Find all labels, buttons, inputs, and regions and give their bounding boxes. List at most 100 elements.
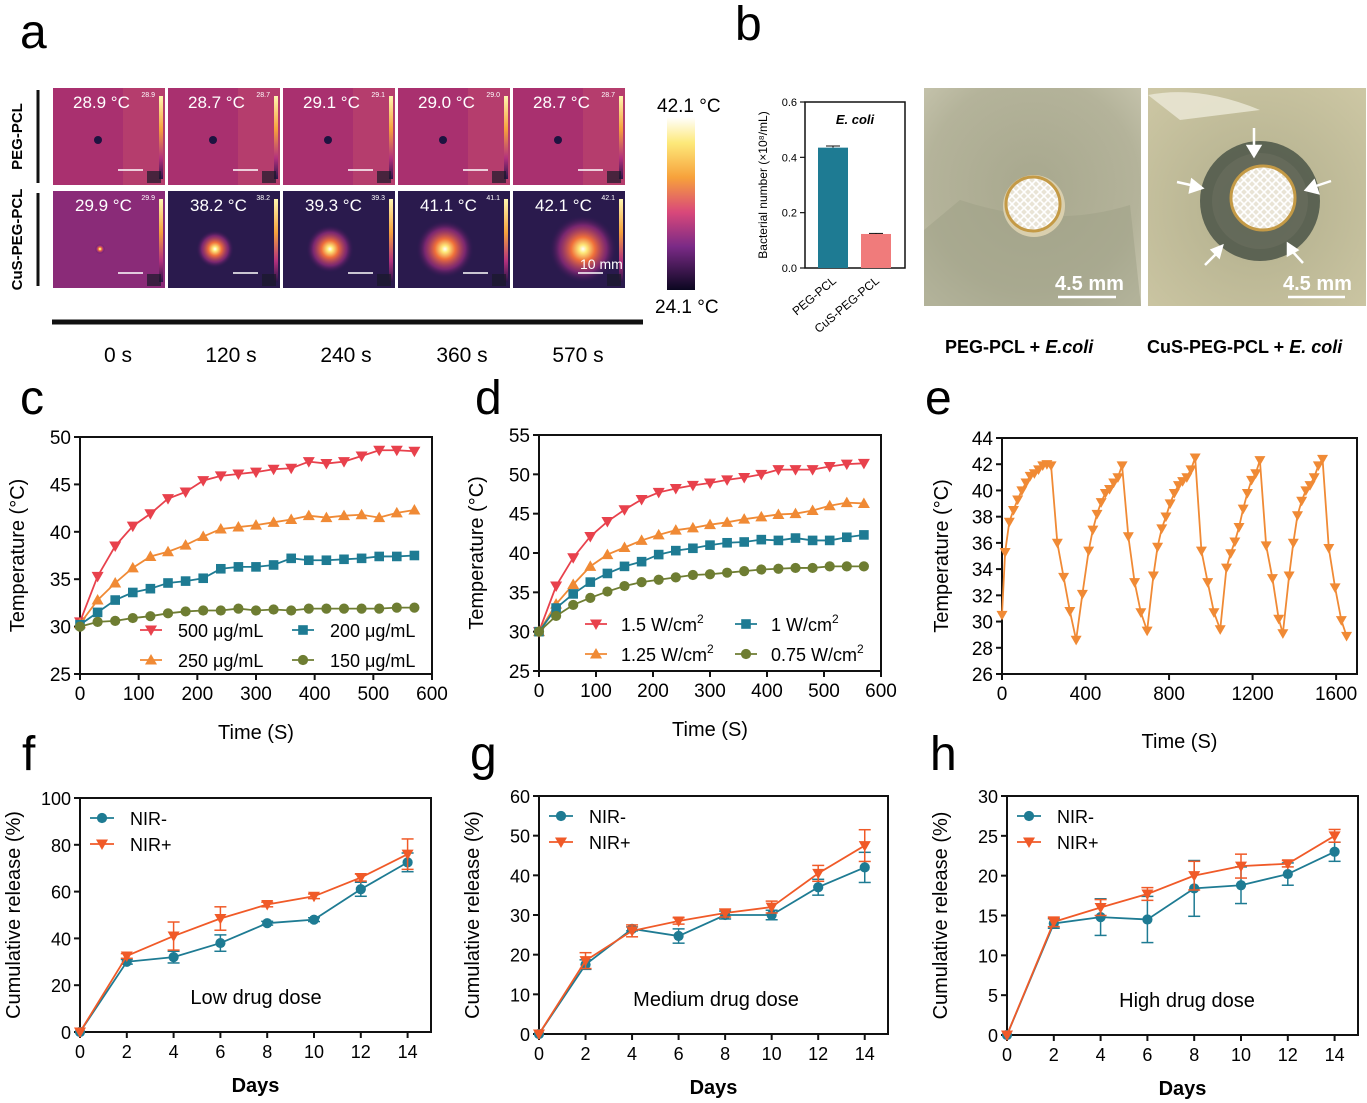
y-tick-label: 36	[972, 534, 993, 555]
time-label: 120 s	[205, 344, 256, 367]
y-tick-label: 0	[988, 1026, 998, 1046]
mini-colorbar	[159, 96, 163, 179]
data-point	[373, 511, 386, 523]
y-tick-label: 40	[509, 544, 530, 565]
data-point	[308, 914, 320, 925]
data-point	[601, 548, 614, 560]
data-point	[841, 561, 852, 572]
data-point	[145, 611, 156, 622]
data-point	[652, 528, 665, 540]
x-tick-label: 0	[1002, 1045, 1012, 1065]
data-point	[1129, 578, 1141, 588]
y-tick-label: 28	[972, 639, 993, 660]
panel-letter-f: f	[22, 728, 36, 781]
data-point	[303, 603, 314, 614]
data-point	[144, 509, 157, 520]
time-label: 240 s	[320, 344, 371, 367]
line-chart-d: 0 100 200 300 400 500 600 25 30 35 40 45 50 55 Time (S…	[466, 426, 897, 741]
x-tick-label: 800	[1153, 684, 1185, 705]
legend-label: 0.75 W/cm2	[771, 642, 864, 665]
data-point	[355, 884, 366, 895]
data-point	[601, 517, 614, 528]
legend-label-text: 1.25 W/cm	[621, 645, 707, 665]
data-point	[262, 918, 273, 929]
data-point	[233, 562, 244, 572]
data-point	[584, 560, 597, 571]
data-point	[162, 545, 174, 557]
line-chart-e: 0 400 800 1200 1600 26 28 30 32 34 36 38 40 42 44 Time …	[931, 429, 1358, 753]
data-point	[1283, 571, 1295, 582]
x-tick-label: 12	[1278, 1045, 1298, 1065]
line-chart-g: 0 2 4 6 8 10 12 14 0 10 20 30 40 50 60 Days Cumulative r…	[462, 787, 889, 1099]
panel-letter-e: e	[925, 372, 952, 425]
x-tick-label: 10	[762, 1044, 782, 1064]
series-line	[538, 844, 866, 1035]
y-tick-label: 15	[978, 907, 998, 927]
data-point	[261, 899, 274, 911]
y-tick-label: 55	[509, 426, 530, 447]
data-point	[1195, 546, 1207, 557]
chart-title: E. coli	[836, 112, 875, 127]
x-tick-label: 6	[1142, 1045, 1152, 1065]
data-point	[705, 540, 715, 550]
photo2-caption: CuS-PEG-PCL + E. coli	[1147, 337, 1343, 357]
data-point	[338, 509, 350, 521]
data-point	[1160, 512, 1172, 523]
thermal-colorbar	[667, 117, 695, 290]
data-point	[1142, 914, 1153, 925]
data-point	[1291, 511, 1303, 521]
data-point	[806, 504, 819, 516]
data-point	[214, 471, 227, 482]
y-tick-label: 40	[972, 481, 993, 502]
data-point	[1328, 831, 1341, 842]
y-tick-label: 60	[51, 883, 71, 903]
temperature-readout: 29.9 °C	[75, 196, 132, 215]
data-point	[738, 472, 751, 484]
legend-superscript: 2	[832, 612, 839, 626]
data-point	[1003, 517, 1015, 528]
plot-frame	[804, 101, 906, 269]
x-axis-label: Time (S)	[1142, 731, 1218, 753]
data-point	[356, 603, 367, 614]
y-tick-label: 30	[50, 618, 71, 639]
data-point	[756, 564, 767, 575]
mini-colorbar	[619, 199, 623, 282]
scale-bar-label: 10 mm	[580, 256, 623, 272]
data-point	[1058, 572, 1070, 583]
data-point	[756, 534, 767, 545]
mini-colorbar	[159, 199, 163, 282]
data-point	[1208, 608, 1220, 618]
x-tick-label: 100	[123, 684, 155, 705]
y-tick-label: 25	[509, 662, 530, 683]
x-tick-label: 1600	[1315, 684, 1357, 705]
legend-marker	[555, 837, 567, 848]
temperature-readout: 28.7 °C	[533, 93, 590, 112]
data-point	[568, 599, 579, 611]
sample-spot	[94, 136, 102, 144]
data-point	[1250, 469, 1262, 479]
data-point	[824, 535, 835, 546]
panel-letter-a: a	[20, 6, 47, 59]
x-tick-label: 0	[75, 1042, 85, 1062]
data-point	[738, 513, 751, 524]
data-point	[1246, 475, 1258, 486]
y-tick-label: 10	[510, 985, 530, 1005]
y-tick-label: 42	[972, 455, 993, 476]
y-tick-label: 30	[510, 906, 530, 926]
legend-label: 200 μg/mL	[330, 621, 415, 641]
y-tick-label: 0.6	[782, 97, 797, 109]
data-point	[391, 602, 402, 613]
mini-colorbar	[619, 96, 623, 179]
panel-letter-b: b	[735, 0, 762, 51]
data-point	[840, 496, 853, 508]
sample-spot	[324, 136, 332, 144]
x-tick-label: 14	[1325, 1045, 1345, 1065]
tool-icon	[147, 274, 161, 286]
data-point	[338, 603, 350, 614]
data-point	[408, 503, 421, 515]
x-tick-label: 14	[398, 1042, 418, 1062]
plate-photo-cus-peg-pcl: 4.5 mm	[1148, 88, 1366, 306]
data-point	[373, 445, 386, 457]
temperature-readout: 42.1 °C	[535, 196, 592, 215]
data-point	[339, 554, 349, 565]
